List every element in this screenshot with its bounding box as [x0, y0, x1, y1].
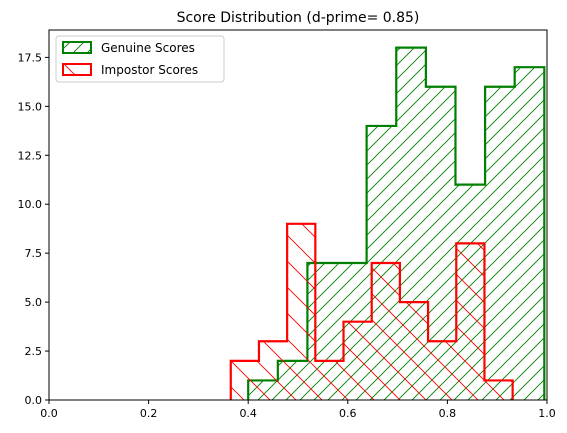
- histogram-bar: [258, 341, 288, 400]
- histogram-bar: [456, 243, 485, 400]
- histogram-outline: [229, 222, 514, 400]
- legend-label-impostor: Impostor Scores: [101, 63, 198, 77]
- x-tick-label: 0.4: [239, 407, 257, 420]
- y-tick-label: 7.5: [25, 247, 43, 260]
- y-tick-label: 15.0: [18, 100, 43, 113]
- histogram-bar: [428, 341, 457, 400]
- histogram-bar: [315, 360, 344, 400]
- x-tick-label: 0.6: [339, 407, 357, 420]
- histogram-bar: [287, 223, 316, 400]
- y-tick-label: 0.0: [25, 394, 43, 407]
- histogram-bar: [230, 360, 259, 400]
- histogram-bar: [371, 262, 400, 400]
- legend-label-genuine: Genuine Scores: [101, 41, 195, 55]
- x-tick-label: 0.8: [439, 407, 457, 420]
- histogram-bar: [485, 86, 515, 400]
- series-impostor-scores: [229, 222, 514, 400]
- legend-swatch-genuine: [62, 41, 92, 54]
- histogram-bar: [514, 67, 545, 400]
- chart-title: Score Distribution (d-prime= 0.85): [177, 10, 420, 26]
- y-tick-label: 17.5: [18, 51, 43, 64]
- legend-box: [55, 35, 225, 83]
- legend-swatch-impostor: [62, 63, 92, 76]
- x-tick-label: 1.0: [538, 407, 556, 420]
- histogram-bar: [484, 380, 513, 400]
- legend: Genuine Scores Impostor Scores: [55, 35, 225, 83]
- y-axis: 0.0 2.5 5.0 7.5 10.0 12.5 15.0 17.5: [18, 51, 49, 407]
- y-tick-label: 2.5: [25, 345, 43, 358]
- plot-area-frame: [48, 29, 548, 401]
- x-tick-label: 0.2: [140, 407, 158, 420]
- y-tick-label: 12.5: [18, 149, 43, 162]
- x-tick-label: 0.0: [40, 407, 58, 420]
- histogram-series: [229, 46, 546, 400]
- x-axis: 0.0 0.2 0.4 0.6 0.8 1.0: [40, 400, 556, 420]
- y-tick-label: 5.0: [25, 296, 43, 309]
- histogram-bar: [399, 302, 429, 400]
- y-tick-label: 10.0: [18, 198, 43, 211]
- histogram-bar: [343, 321, 372, 400]
